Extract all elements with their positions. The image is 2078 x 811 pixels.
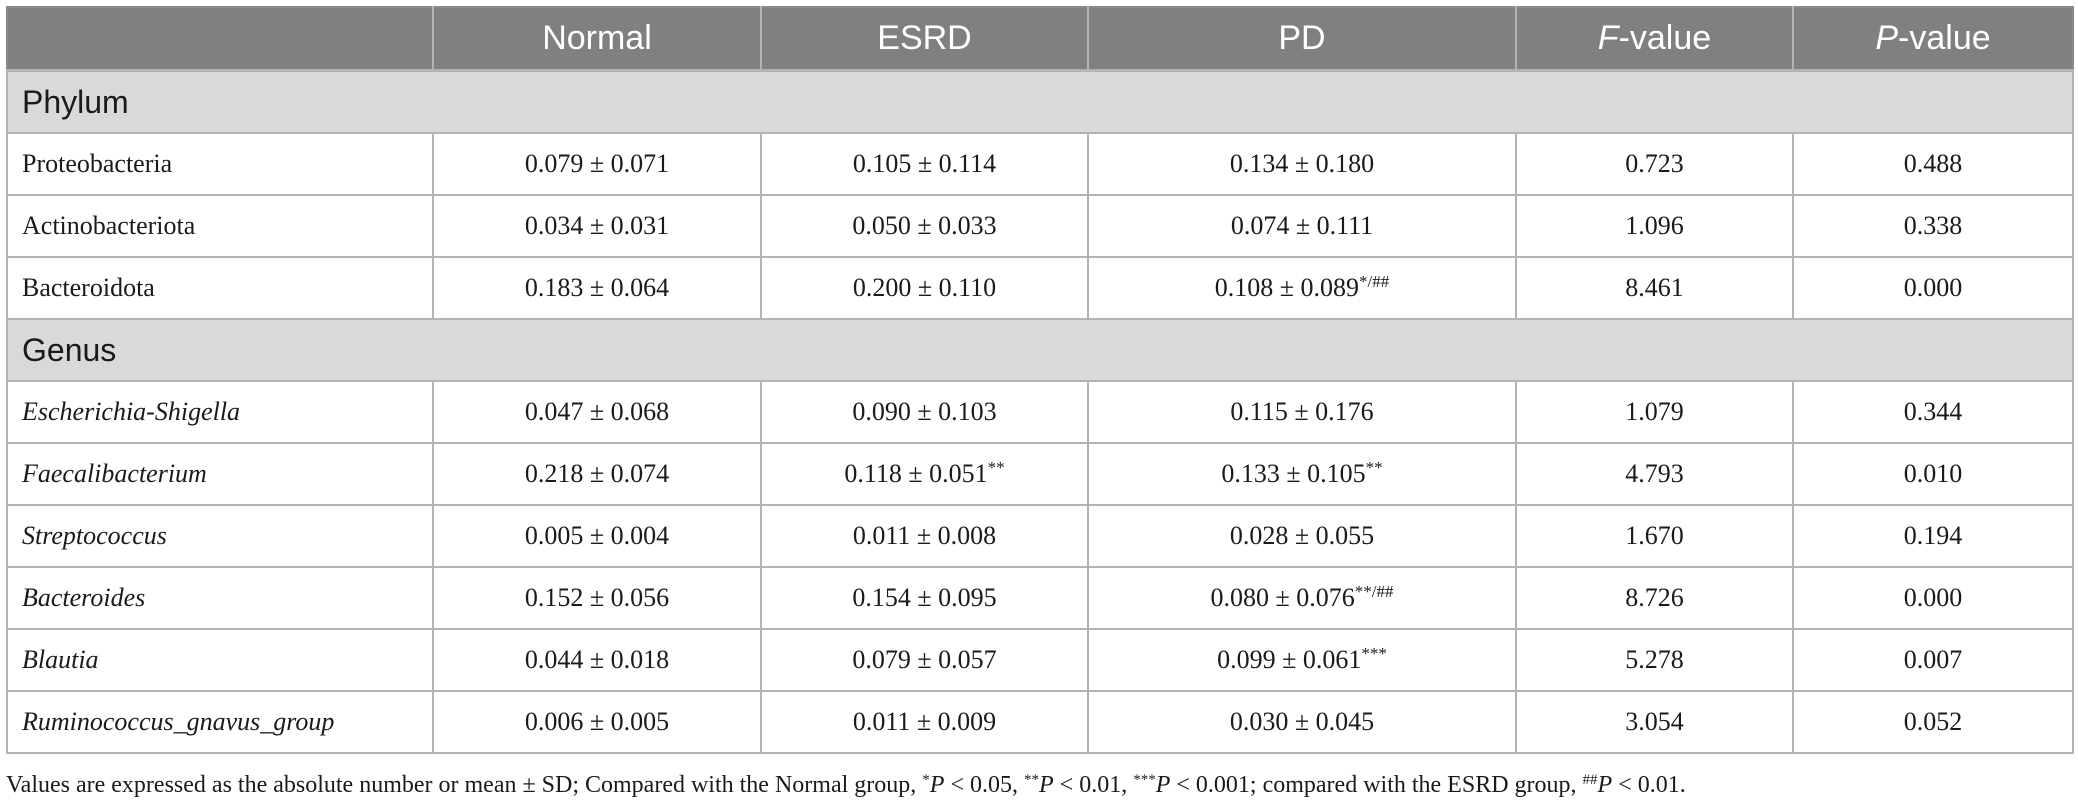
normal-value-cell: 0.006 ± 0.005 [432, 690, 762, 754]
pd-value-cell: 0.030 ± 0.045 [1087, 690, 1517, 754]
pd-value-cell: 0.074 ± 0.111 [1087, 194, 1517, 258]
table-row: Faecalibacterium 0.218 ± 0.074 0.118 ± 0.0… [6, 442, 2074, 506]
significance-mark: *** [1361, 644, 1387, 663]
taxon-name-cell: Escherichia-Shigella [6, 380, 434, 444]
p-value-cell: 0.000 [1792, 256, 2074, 320]
p-value-cell: 0.000 [1792, 566, 2074, 630]
taxon-name-cell: Bacteroidota [6, 256, 434, 320]
table-row: Actinobacteriota 0.034 ± 0.031 0.050 ± 0.0… [6, 194, 2074, 258]
significance-mark: ** [987, 458, 1005, 477]
section-row: Phylum [6, 69, 2074, 134]
table-footnote: Values are expressed as the absolute num… [6, 772, 1686, 798]
taxon-name-cell: Actinobacteriota [6, 194, 434, 258]
table-row: Escherichia-Shigella 0.047 ± 0.068 0.090 ±… [6, 380, 2074, 444]
f-value-cell: 4.793 [1515, 442, 1794, 506]
normal-value-cell: 0.152 ± 0.056 [432, 566, 762, 630]
f-value-cell: 1.096 [1515, 194, 1794, 258]
header-cell-normal: Normal [433, 6, 762, 72]
significance-mark: */## [1359, 272, 1390, 291]
table-row: Bacteroides 0.152 ± 0.056 0.154 ± 0.095 0.0… [6, 566, 2074, 630]
f-value-cell: 1.079 [1515, 380, 1794, 444]
f-value-cell: 5.278 [1515, 628, 1794, 692]
table-row: Streptococcus 0.005 ± 0.004 0.011 ± 0.008 0… [6, 504, 2074, 568]
header-cell-esrd: ESRD [761, 6, 1089, 72]
section-row: Genus [6, 318, 2074, 382]
esrd-value-cell: 0.118 ± 0.051** [760, 442, 1089, 506]
esrd-value-cell: 0.079 ± 0.057 [760, 628, 1089, 692]
taxon-name-cell: Bacteroides [6, 566, 434, 630]
significance-mark: **/## [1354, 582, 1394, 601]
esrd-value-cell: 0.011 ± 0.009 [760, 690, 1089, 754]
table-row: Bacteroidota 0.183 ± 0.064 0.200 ± 0.110 0.… [6, 256, 2074, 320]
normal-value-cell: 0.044 ± 0.018 [432, 628, 762, 692]
section-title: Phylum [6, 69, 2074, 134]
pd-value-cell: 0.028 ± 0.055 [1087, 504, 1517, 568]
esrd-value-cell: 0.011 ± 0.008 [760, 504, 1089, 568]
pd-value-cell: 0.099 ± 0.061*** [1087, 628, 1517, 692]
table-row: Ruminococcus_gnavus_group 0.006 ± 0.005 0.… [6, 690, 2074, 754]
taxon-name-cell: Faecalibacterium [6, 442, 434, 506]
section-title: Genus [6, 318, 2074, 382]
normal-value-cell: 0.034 ± 0.031 [432, 194, 762, 258]
f-value-cell: 8.461 [1515, 256, 1794, 320]
normal-value-cell: 0.079 ± 0.071 [432, 132, 762, 196]
normal-value-cell: 0.218 ± 0.074 [432, 442, 762, 506]
taxon-name-cell: Ruminococcus_gnavus_group [6, 690, 434, 754]
header-cell-f-value: F-value [1516, 6, 1794, 72]
footnote-mark: ## [1582, 772, 1598, 788]
taxon-name-cell: Proteobacteria [6, 132, 434, 196]
taxon-name-cell: Streptococcus [6, 504, 434, 568]
header-row: Normal ESRD PD F-value P-value [6, 6, 2074, 72]
p-value-cell: 0.338 [1792, 194, 2074, 258]
table-row: Proteobacteria 0.079 ± 0.071 0.105 ± 0.114… [6, 132, 2074, 196]
esrd-value-cell: 0.154 ± 0.095 [760, 566, 1089, 630]
p-value-cell: 0.052 [1792, 690, 2074, 754]
footnote-mark: *** [1133, 772, 1156, 788]
p-value-cell: 0.007 [1792, 628, 2074, 692]
f-value-cell: 8.726 [1515, 566, 1794, 630]
esrd-value-cell: 0.105 ± 0.114 [760, 132, 1089, 196]
header-cell-pd: PD [1088, 6, 1517, 72]
table-row: Blautia 0.044 ± 0.018 0.079 ± 0.057 0.099 ±… [6, 628, 2074, 692]
normal-value-cell: 0.183 ± 0.064 [432, 256, 762, 320]
header-cell-p-value: P-value [1793, 6, 2074, 72]
footnote-mark: ** [1023, 772, 1039, 788]
esrd-value-cell: 0.050 ± 0.033 [760, 194, 1089, 258]
p-value-cell: 0.488 [1792, 132, 2074, 196]
f-value-cell: 0.723 [1515, 132, 1794, 196]
f-value-cell: 1.670 [1515, 504, 1794, 568]
pd-value-cell: 0.133 ± 0.105** [1087, 442, 1517, 506]
pd-value-cell: 0.080 ± 0.076**/## [1087, 566, 1517, 630]
p-value-cell: 0.010 [1792, 442, 2074, 506]
f-value-cell: 3.054 [1515, 690, 1794, 754]
header-cell-label [6, 6, 434, 72]
esrd-value-cell: 0.200 ± 0.110 [760, 256, 1089, 320]
p-value-cell: 0.344 [1792, 380, 2074, 444]
esrd-value-cell: 0.090 ± 0.103 [760, 380, 1089, 444]
significance-mark: ** [1365, 458, 1383, 477]
pd-value-cell: 0.115 ± 0.176 [1087, 380, 1517, 444]
footnote-mark: * [922, 772, 930, 788]
pd-value-cell: 0.134 ± 0.180 [1087, 132, 1517, 196]
normal-value-cell: 0.005 ± 0.004 [432, 504, 762, 568]
pd-value-cell: 0.108 ± 0.089*/## [1087, 256, 1517, 320]
data-table: Normal ESRD PD F-value P-value Phylum Pro… [6, 6, 2074, 754]
p-value-cell: 0.194 [1792, 504, 2074, 568]
taxon-name-cell: Blautia [6, 628, 434, 692]
normal-value-cell: 0.047 ± 0.068 [432, 380, 762, 444]
